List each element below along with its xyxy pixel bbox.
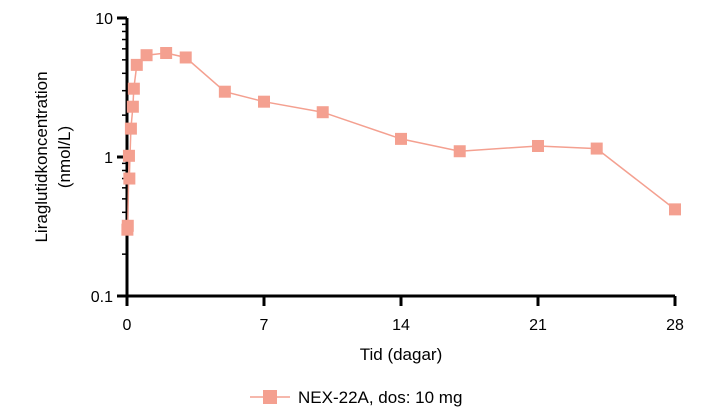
data-point — [127, 82, 140, 95]
y-tick-label: 0.1 — [91, 289, 113, 306]
data-point — [590, 142, 603, 155]
data-point — [669, 203, 681, 216]
y-tick-label: 10 — [95, 11, 113, 28]
data-point — [121, 219, 134, 232]
data-point — [532, 139, 544, 152]
y-axis-title-line-2: (nmol/L) — [55, 126, 74, 188]
data-point — [122, 149, 135, 162]
legend: NEX-22A, dos: 10 mg — [250, 388, 462, 407]
data-point — [258, 95, 270, 108]
data-point — [124, 122, 137, 135]
y-axis-title-line-1: Liraglutidkoncentration — [32, 71, 51, 242]
data-point — [140, 49, 153, 62]
data-point — [179, 51, 192, 64]
data-point — [395, 132, 407, 145]
x-tick-label: 0 — [123, 317, 132, 334]
x-axis: 0 7 14 21 28 — [123, 294, 684, 334]
y-axis-title: Liraglutidkoncentration (nmol/L) — [32, 71, 74, 242]
x-tick-label: 14 — [392, 317, 410, 334]
x-tick-label: 21 — [529, 317, 547, 334]
series-layer — [121, 47, 681, 236]
data-point — [160, 47, 173, 60]
data-point — [316, 106, 329, 119]
legend-label: NEX-22A, dos: 10 mg — [298, 388, 462, 407]
x-tick-label: 28 — [666, 317, 684, 334]
data-point — [126, 100, 139, 113]
data-point — [123, 172, 136, 185]
x-tick-label: 7 — [260, 317, 269, 334]
data-point — [130, 58, 143, 71]
y-tick-label: 1 — [104, 150, 113, 167]
legend-marker — [263, 390, 277, 404]
x-axis-title: Tid (dagar) — [360, 345, 443, 364]
y-axis: 0.1 1 10 — [91, 11, 129, 306]
data-point — [218, 85, 231, 98]
data-point — [453, 145, 466, 158]
